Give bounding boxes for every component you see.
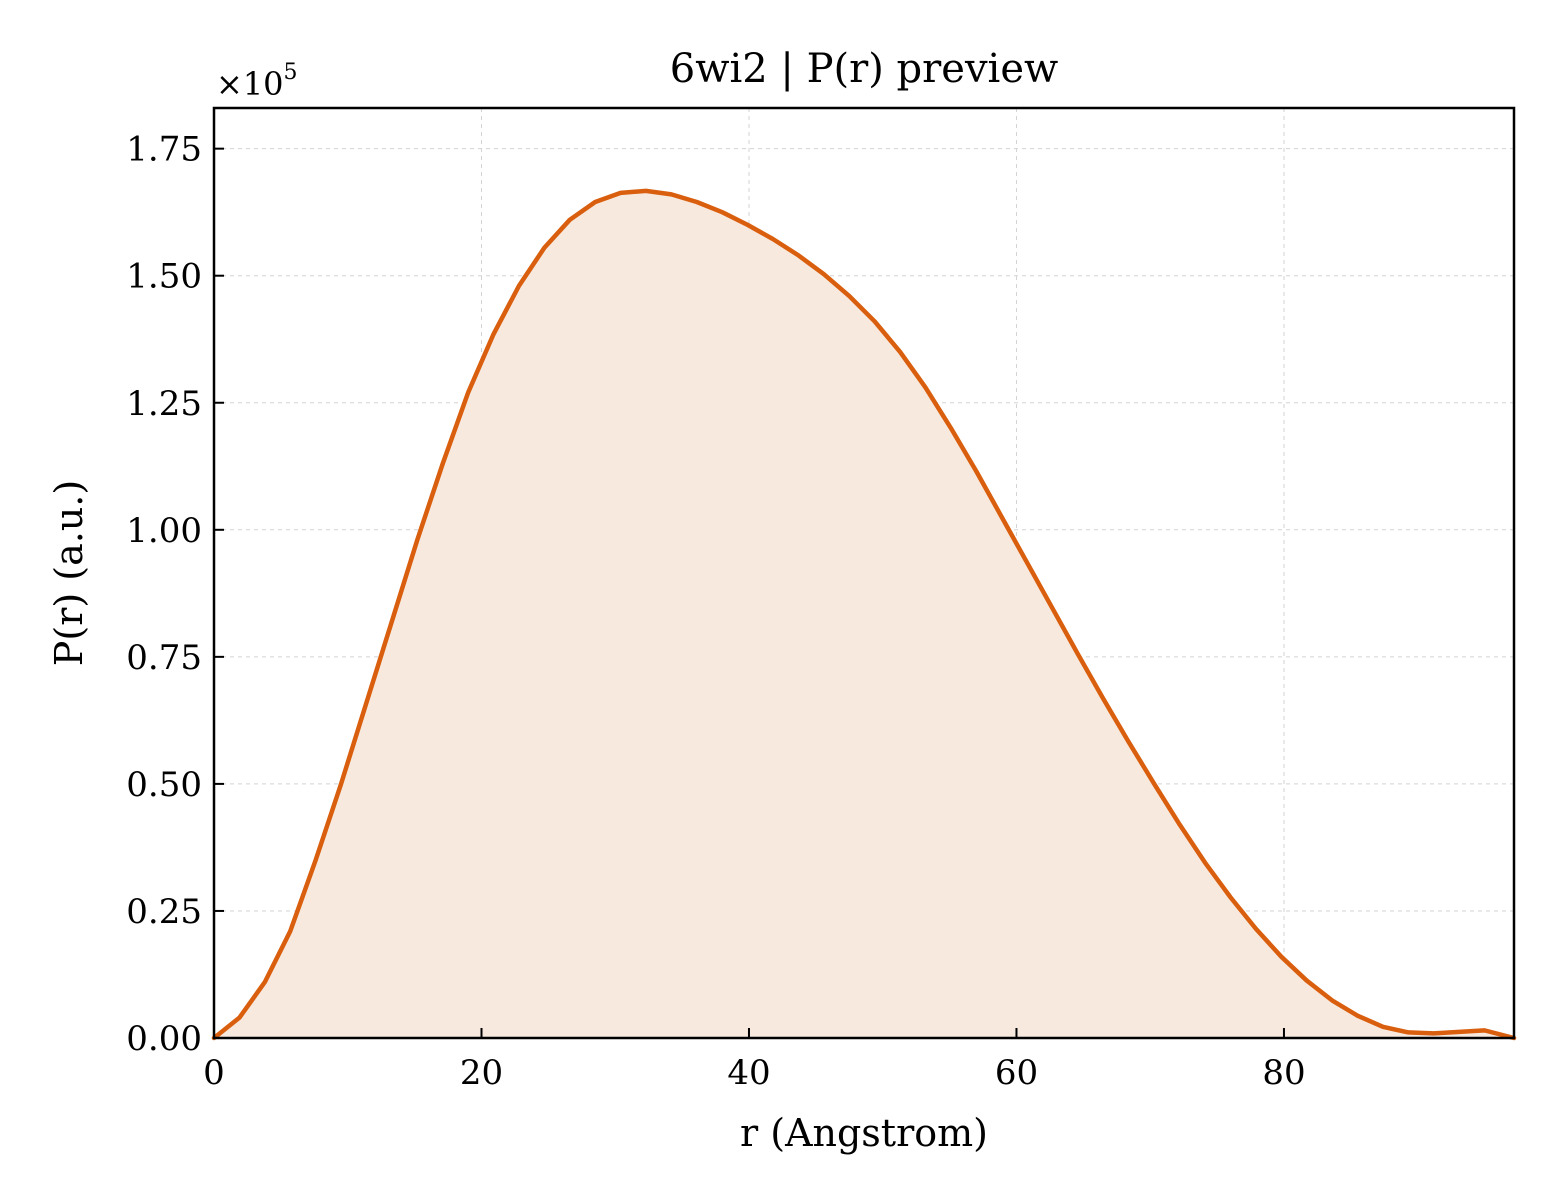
y-axis-label: P(r) (a.u.) [47, 480, 91, 666]
y-axis-multiplier-base: ×10 [216, 65, 284, 103]
line-layer [211, 188, 1517, 1041]
x-tick-label: 20 [460, 1053, 503, 1093]
y-tick-label: 1.50 [126, 257, 202, 297]
y-tick-label: 0.00 [126, 1019, 202, 1059]
y-tick-label: 1.75 [126, 130, 202, 170]
y-tick-label: 0.25 [126, 892, 202, 932]
y-tick-label: 0.50 [126, 765, 202, 805]
pr-area-fill [214, 190, 1514, 1039]
x-tick-label: 60 [995, 1053, 1038, 1093]
y-axis-multiplier: ×105 [216, 60, 298, 103]
x-tick-label: 0 [203, 1053, 225, 1093]
y-tick-label: 1.25 [126, 384, 202, 424]
chart-title: 6wi2 | P(r) preview [670, 46, 1059, 92]
x-axis-label: r (Angstrom) [740, 1111, 988, 1155]
x-tick-label: 40 [727, 1053, 770, 1093]
y-tick-label: 0.75 [126, 638, 202, 678]
plot-frame [212, 106, 1516, 1040]
area-layer [214, 190, 1514, 1039]
axis-ticks: 0 20 40 60 80 0.00 0.25 0.50 0.75 1.00 1.25 1.50 1.7… [126, 130, 1305, 1093]
pr-series-line [211, 188, 1517, 1041]
x-tick-label: 80 [1262, 1053, 1305, 1093]
y-axis-multiplier-exponent: 5 [284, 60, 298, 85]
y-tick-label: 1.00 [126, 511, 202, 551]
